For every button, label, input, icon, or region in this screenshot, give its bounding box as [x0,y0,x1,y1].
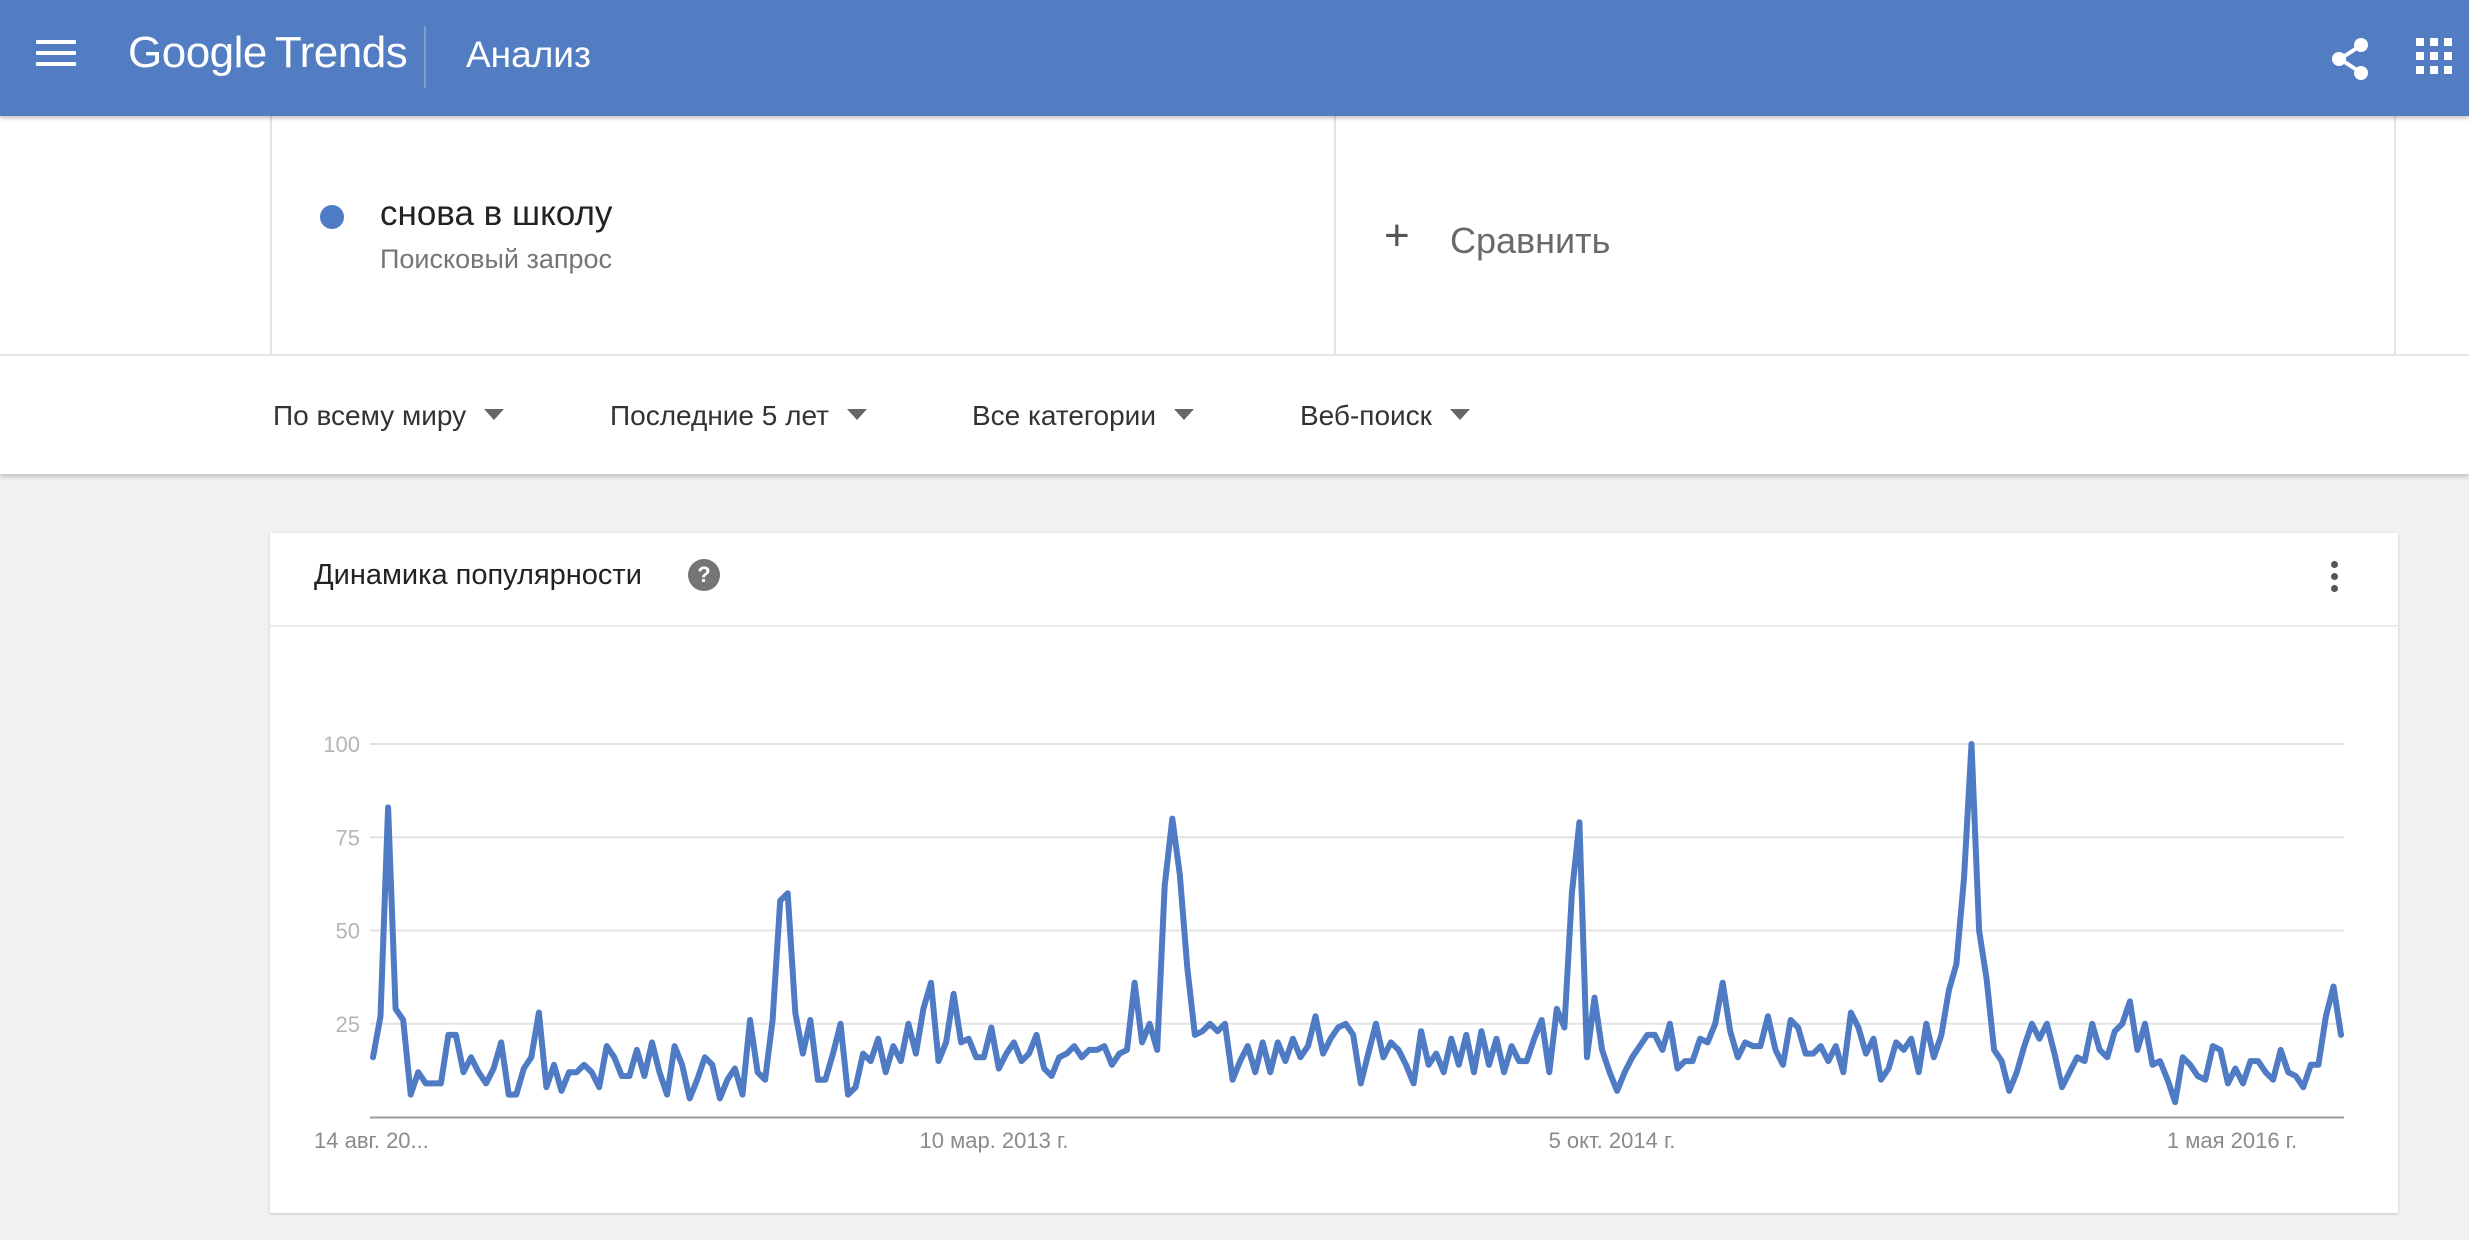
more-vertical-icon[interactable] [2324,561,2344,597]
brand-trends: Trends [274,28,408,77]
y-tick-label: 100 [323,732,360,757]
y-tick-label: 50 [336,919,360,944]
dropdown-arrow-icon [846,409,867,421]
category-filter-label: Все категории [972,400,1156,431]
term-name: снова в школу [380,194,613,233]
region-filter-dropdown[interactable]: По всему миру [273,400,505,432]
page-title: Анализ [466,34,591,75]
card-header: Динамика популярности ? [270,533,2398,627]
x-tick-label: 1 мая 2016 г. [2167,1128,2297,1153]
y-tick-label: 75 [336,825,360,850]
top-app-bar: Google Trends Анализ [0,0,2469,116]
google-trends-logo[interactable]: Google Trends [128,28,408,78]
dropdown-arrow-icon [1173,409,1194,421]
series-line[interactable] [370,741,2344,1106]
term-type: Поисковый запрос [380,244,613,274]
time-range-filter-label: Последние 5 лет [610,400,829,431]
time-range-filter-dropdown[interactable]: Последние 5 лет [610,400,867,432]
term-color-dot [320,205,344,229]
x-tick-label: 5 окт. 2014 г. [1549,1128,1676,1153]
card-title: Динамика популярности [314,559,642,591]
category-filter-dropdown[interactable]: Все категории [972,400,1194,432]
x-tick-label: 14 авг. 20... [314,1128,429,1153]
search-type-filter-dropdown[interactable]: Веб-поиск [1300,400,1470,432]
compare-button[interactable]: + Сравнить [1334,116,2396,354]
brand-google: Google [128,28,267,77]
plus-icon: + [1384,211,1410,260]
dropdown-arrow-icon [1449,409,1470,421]
region-filter-label: По всему миру [273,400,467,431]
dropdown-arrow-icon [484,409,505,421]
line-chart[interactable]: 100 75 50 25 14 авг. 20... 10 мар. 2013 г. 5 о… [270,625,2398,1213]
x-tick-label: 10 мар. 2013 г. [920,1128,1069,1153]
filter-bar: По всему миру Последние 5 лет Все катего… [0,354,2469,474]
share-icon[interactable] [2328,36,2374,82]
y-tick-label: 25 [336,1012,360,1037]
search-term-card[interactable]: снова в школу Поисковый запрос [270,116,1336,354]
compare-label: Сравнить [1450,220,1611,261]
interest-over-time-card: Динамика популярности ? 100 75 50 25 14 авг.… [270,533,2398,1213]
search-type-filter-label: Веб-поиск [1300,400,1432,431]
header-divider [424,26,426,88]
search-terms-bar: снова в школу Поисковый запрос + Сравнит… [0,116,2469,354]
question-mark-icon[interactable]: ? [688,559,720,591]
hamburger-menu-icon[interactable] [36,40,76,72]
apps-grid-icon[interactable] [2416,38,2452,74]
